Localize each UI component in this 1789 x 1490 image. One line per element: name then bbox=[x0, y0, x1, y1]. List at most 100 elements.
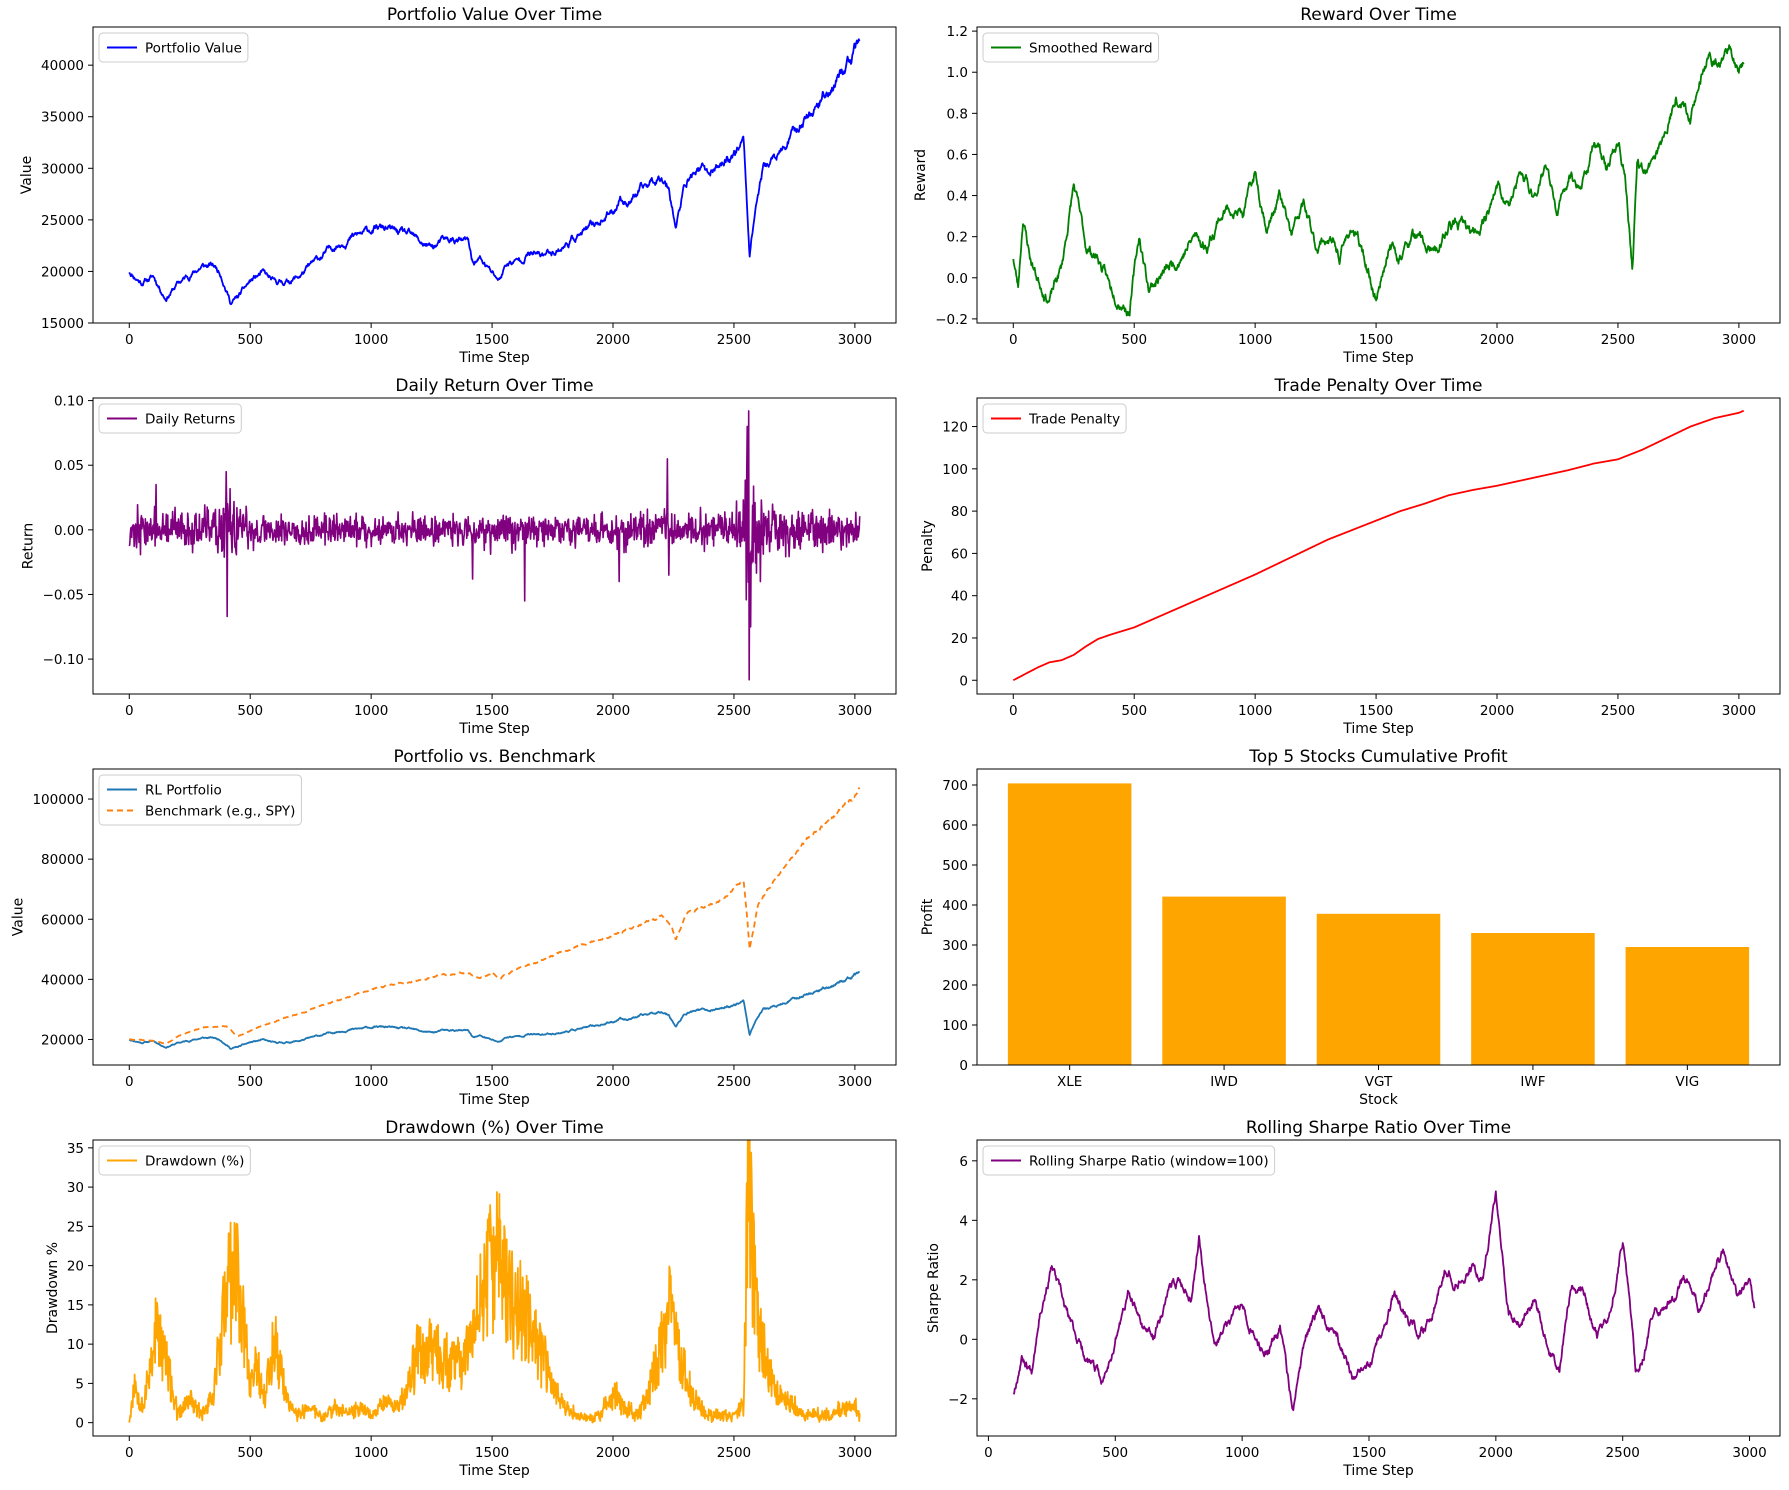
trade-penalty-title: Trade Penalty Over Time bbox=[1274, 376, 1483, 396]
penalty-ytick-label: 80 bbox=[951, 504, 968, 520]
top5-xtick-label: IWF bbox=[1520, 1074, 1545, 1090]
daily-series-line-0 bbox=[128, 410, 861, 681]
top5-bar-VIG bbox=[1625, 947, 1750, 1065]
penalty-ytick-label: 60 bbox=[951, 546, 968, 562]
reward-ytick-label: 0.2 bbox=[947, 230, 968, 246]
sharpe-xtick-label: 500 bbox=[1102, 1445, 1128, 1461]
reward-ytick-label: 0.4 bbox=[947, 189, 968, 205]
daily-ytick-label: 0.10 bbox=[54, 394, 84, 410]
portfolio-xtick-label: 1500 bbox=[475, 332, 509, 348]
drawdown-legend-label: Drawdown (%) bbox=[145, 1154, 244, 1170]
drawdown-ytick-label: 20 bbox=[67, 1259, 84, 1275]
daily-xtick-label: 1500 bbox=[475, 703, 509, 719]
sharpe-xtick-label: 2500 bbox=[1606, 1445, 1640, 1461]
top5-xtick-label: VGT bbox=[1365, 1074, 1393, 1090]
benchmark-xtick-label: 3000 bbox=[838, 1074, 872, 1090]
benchmark-xtick-label: 2000 bbox=[596, 1074, 630, 1090]
top5-bar-VGT bbox=[1316, 913, 1441, 1065]
drawdown-xtick-label: 3000 bbox=[838, 1445, 872, 1461]
drawdown-xtick-label: 0 bbox=[125, 1445, 134, 1461]
top5-xlabel: Stock bbox=[1359, 1092, 1399, 1108]
drawdown-ytick-label: 10 bbox=[67, 1337, 84, 1353]
drawdown-ytick-label: 0 bbox=[75, 1416, 84, 1432]
benchmark-axes-frame bbox=[92, 768, 897, 1066]
top5-axes-frame bbox=[976, 768, 1781, 1066]
drawdown-ylabel: Drawdown % bbox=[45, 1242, 61, 1334]
top5-ytick-label: 700 bbox=[942, 778, 968, 794]
benchmark-xtick-label: 1000 bbox=[354, 1074, 388, 1090]
portfolio-axes-frame bbox=[92, 26, 897, 324]
daily-ytick-label: 0.05 bbox=[54, 458, 84, 474]
reward-plot-area bbox=[1012, 44, 1745, 317]
reward-xtick-label: 1500 bbox=[1359, 332, 1393, 348]
top5-title: Top 5 Stocks Cumulative Profit bbox=[1248, 747, 1508, 767]
penalty-xtick-label: 0 bbox=[1009, 703, 1018, 719]
daily-xtick-label: 0 bbox=[125, 703, 134, 719]
portfolio-series-line-0 bbox=[128, 38, 861, 306]
penalty-ytick-label: 20 bbox=[951, 631, 968, 647]
top5-xtick-label: XLE bbox=[1057, 1074, 1082, 1090]
sharpe-ytick-label: −2 bbox=[948, 1392, 968, 1408]
daily-return-xlabel: Time Step bbox=[458, 721, 530, 737]
portfolio-vs-benchmark-panel: 0 500 1000 1500 2000 2500 3000 20000 40000 60000 8… bbox=[10, 747, 897, 1108]
daily-ytick-label: −0.05 bbox=[43, 587, 84, 603]
drawdown-legend-box bbox=[98, 1145, 251, 1176]
daily-ytick-label: 0.00 bbox=[54, 523, 84, 539]
daily-axes-frame bbox=[92, 397, 897, 695]
sharpe-xtick-label: 1500 bbox=[1352, 1445, 1386, 1461]
daily-legend-box bbox=[98, 403, 242, 434]
benchmark-ytick-label: 20000 bbox=[41, 1032, 84, 1048]
top5-xtick-label: VIG bbox=[1676, 1074, 1700, 1090]
drawdown-ytick-label: 15 bbox=[67, 1298, 84, 1314]
sharpe-ytick-label: 6 bbox=[959, 1154, 968, 1170]
sharpe-xtick-label: 3000 bbox=[1732, 1445, 1766, 1461]
top5-bar-IWF bbox=[1471, 933, 1595, 1065]
drawdown-xtick-label: 1500 bbox=[475, 1445, 509, 1461]
penalty-legend-box bbox=[982, 403, 1127, 434]
trade-penalty-ylabel: Penalty bbox=[920, 520, 936, 572]
penalty-xtick-label: 500 bbox=[1121, 703, 1147, 719]
reward-xtick-label: 2500 bbox=[1601, 332, 1635, 348]
drawdown-plot-area bbox=[128, 1140, 861, 1424]
reward-xtick-label: 1000 bbox=[1238, 332, 1272, 348]
top5-ytick-label: 500 bbox=[942, 858, 968, 874]
reward-axes-frame bbox=[976, 26, 1781, 324]
daily-xtick-label: 3000 bbox=[838, 703, 872, 719]
daily-return-panel: 0 500 1000 1500 2000 2500 3000 −0.10 −0.05 0.00 0.… bbox=[21, 376, 897, 737]
reward-legend-label: Smoothed Reward bbox=[1029, 41, 1153, 57]
sharpe-axes-frame bbox=[976, 1139, 1781, 1437]
benchmark-legend-box bbox=[98, 774, 302, 826]
penalty-xtick-label: 1500 bbox=[1359, 703, 1393, 719]
reward-ytick-label: −0.2 bbox=[935, 312, 968, 328]
portfolio-ytick-label: 30000 bbox=[41, 161, 84, 177]
top5-ytick-label: 300 bbox=[942, 938, 968, 954]
penalty-ytick-label: 120 bbox=[942, 420, 968, 436]
penalty-xtick-label: 2500 bbox=[1601, 703, 1635, 719]
drawdown-panel: 0 500 1000 1500 2000 2500 3000 0 5 10 15 20 25 30 35 Dr… bbox=[45, 1118, 897, 1479]
benchmark-title: Portfolio vs. Benchmark bbox=[394, 747, 596, 767]
sharpe-legend-box bbox=[982, 1145, 1276, 1176]
daily-xtick-label: 500 bbox=[237, 703, 263, 719]
top5-ytick-label: 0 bbox=[959, 1058, 968, 1074]
drawdown-xtick-label: 1000 bbox=[354, 1445, 388, 1461]
penalty-xtick-label: 2000 bbox=[1480, 703, 1514, 719]
reward-panel: 0 500 1000 1500 2000 2500 3000 −0.2 0.0 0.2 0.4 0.6… bbox=[913, 5, 1781, 366]
sharpe-series-line-0 bbox=[1012, 1190, 1756, 1412]
reward-legend-box bbox=[982, 32, 1160, 63]
daily-xtick-label: 1000 bbox=[354, 703, 388, 719]
top5-ylabel: Profit bbox=[920, 898, 936, 935]
sharpe-ylabel: Sharpe Ratio bbox=[926, 1243, 942, 1333]
portfolio-value-panel: 0 500 1000 1500 2000 2500 3000 15000 20000 25000 3… bbox=[19, 5, 897, 366]
portfolio-legend-box bbox=[98, 32, 249, 63]
sharpe-xtick-label: 2000 bbox=[1479, 1445, 1513, 1461]
daily-xtick-label: 2000 bbox=[596, 703, 630, 719]
reward-xtick-label: 500 bbox=[1121, 332, 1147, 348]
drawdown-ytick-label: 35 bbox=[67, 1141, 84, 1157]
portfolio-xtick-label: 2500 bbox=[717, 332, 751, 348]
benchmark-series-line-0 bbox=[128, 971, 861, 1050]
daily-xtick-label: 2500 bbox=[717, 703, 751, 719]
drawdown-xtick-label: 2000 bbox=[596, 1445, 630, 1461]
reward-ytick-label: 1.2 bbox=[947, 24, 968, 40]
drawdown-axes-frame bbox=[92, 1139, 897, 1437]
